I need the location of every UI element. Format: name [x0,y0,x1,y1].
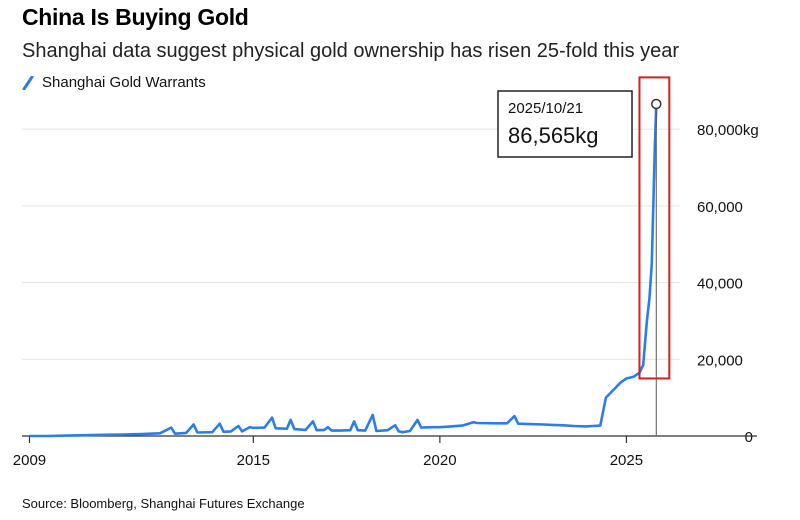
legend: Shanghai Gold Warrants [22,74,206,91]
series-line [29,103,658,438]
x-tick-label: 2025 [610,452,643,469]
x-tick-label: 2015 [237,452,270,469]
x-tick-label: 2009 [13,452,46,469]
highlight-box [638,76,671,380]
y-tick-label: 20,000 [697,352,743,369]
chart-subtitle: Shanghai data suggest physical gold owne… [22,40,680,62]
chart-title: China Is Buying Gold [22,4,249,30]
x-tick-label: 2020 [423,452,456,469]
y-tick-label: 0 [745,429,753,446]
y-tick-label: 40,000 [697,276,743,293]
y-tick-label: 80,000kg [697,122,759,139]
y-tick-label: 60,000 [697,199,743,216]
legend-label: Shanghai Gold Warrants [42,74,206,91]
annotation-date: 2025/10/21 [508,100,583,117]
source-note: Source: Bloomberg, Shanghai Futures Exch… [22,496,305,511]
annotation-box [497,90,633,158]
annotation-value: 86,565kg [508,123,599,148]
legend-swatch [22,75,34,90]
end-point-marker [651,98,662,110]
